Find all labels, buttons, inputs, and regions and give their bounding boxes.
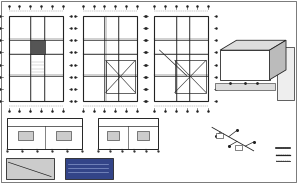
- Bar: [7, 118, 82, 149]
- Bar: [235, 145, 242, 150]
- Bar: [107, 130, 119, 140]
- Bar: [98, 118, 158, 149]
- Bar: [277, 47, 294, 100]
- Polygon shape: [269, 40, 286, 80]
- Bar: [18, 130, 33, 140]
- Bar: [31, 40, 45, 54]
- Bar: [56, 130, 71, 140]
- Bar: [105, 60, 135, 93]
- Bar: [137, 130, 149, 140]
- Polygon shape: [220, 40, 286, 50]
- Bar: [214, 83, 275, 90]
- Bar: [216, 133, 223, 138]
- Bar: [65, 158, 113, 179]
- Bar: [9, 16, 63, 101]
- Bar: [83, 16, 137, 101]
- Bar: [220, 50, 269, 80]
- Bar: [154, 16, 208, 101]
- Bar: [175, 60, 206, 93]
- Bar: [6, 158, 54, 179]
